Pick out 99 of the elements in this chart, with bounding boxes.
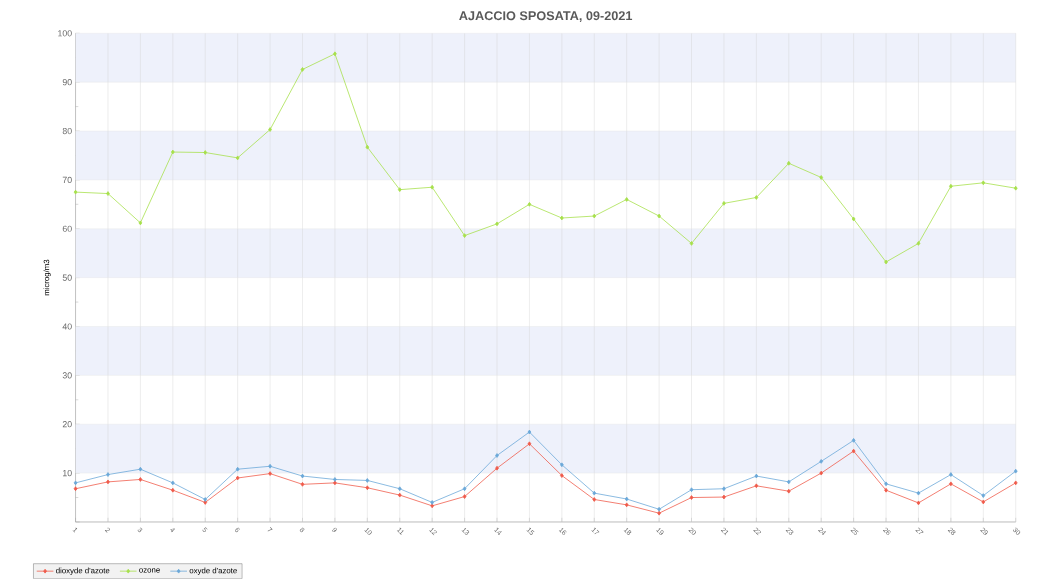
point	[333, 480, 337, 486]
point	[462, 233, 467, 239]
point	[689, 487, 694, 493]
point	[851, 438, 856, 443]
point	[527, 202, 532, 207]
point	[722, 201, 726, 206]
point	[949, 183, 953, 189]
point	[73, 480, 78, 486]
point	[592, 490, 597, 496]
point	[786, 488, 791, 494]
point	[268, 471, 272, 477]
point	[430, 503, 435, 509]
point	[592, 497, 597, 502]
point	[235, 155, 240, 161]
point	[235, 466, 240, 472]
point	[949, 481, 953, 487]
point	[397, 486, 402, 492]
point	[300, 473, 305, 479]
point	[300, 67, 305, 72]
point	[1013, 185, 1018, 191]
point	[754, 473, 759, 479]
point	[527, 429, 532, 435]
point	[884, 259, 888, 265]
point	[73, 189, 78, 195]
y-tick-label: 40	[62, 323, 72, 330]
point	[624, 502, 629, 508]
point	[819, 175, 824, 180]
point	[235, 475, 240, 481]
point	[592, 213, 597, 219]
point	[170, 480, 175, 486]
point	[949, 472, 953, 477]
point	[527, 441, 532, 447]
point	[268, 464, 272, 469]
point	[559, 462, 564, 468]
point	[851, 216, 856, 222]
point	[462, 486, 467, 492]
point	[203, 150, 208, 155]
point	[624, 197, 629, 202]
y-tick-label: 30	[62, 372, 72, 379]
point	[138, 220, 143, 226]
point	[916, 241, 921, 246]
point	[884, 487, 888, 493]
point	[657, 213, 661, 219]
point	[624, 496, 629, 502]
point	[786, 161, 791, 166]
point	[365, 478, 370, 483]
point	[754, 195, 759, 200]
point	[689, 495, 694, 500]
y-tick-label: 90	[62, 79, 72, 86]
point	[981, 499, 986, 505]
point	[397, 492, 402, 498]
point	[138, 466, 143, 472]
point	[559, 215, 564, 221]
point	[73, 486, 78, 492]
point	[722, 494, 726, 500]
point	[170, 487, 175, 493]
point	[333, 477, 337, 482]
point	[981, 493, 986, 498]
point	[559, 473, 564, 478]
point	[106, 191, 110, 196]
point	[462, 494, 467, 499]
point	[657, 510, 661, 516]
point	[170, 149, 175, 155]
point	[884, 481, 888, 487]
y-tick-label: 70	[62, 176, 72, 184]
point	[916, 500, 921, 506]
point	[495, 465, 499, 471]
point	[495, 221, 499, 227]
point	[106, 479, 110, 485]
point	[106, 472, 110, 477]
chart-title: AJACCIO SPOSATA, 09-2021	[459, 11, 633, 23]
point	[689, 241, 694, 246]
point	[495, 453, 499, 458]
point	[786, 479, 791, 485]
point	[430, 500, 435, 505]
point	[657, 507, 661, 512]
point	[333, 51, 337, 57]
point	[365, 144, 370, 150]
point	[722, 486, 726, 492]
y-tick-label: 60	[62, 225, 72, 232]
point	[754, 483, 759, 489]
point	[851, 448, 856, 454]
y-tick-label: 50	[62, 274, 72, 281]
point	[981, 180, 986, 186]
point	[365, 485, 370, 491]
point	[300, 482, 305, 487]
point	[397, 187, 402, 193]
point	[916, 490, 921, 496]
point	[138, 477, 143, 482]
point	[819, 459, 824, 464]
point	[1013, 480, 1018, 486]
y-tick-label: 100	[58, 30, 72, 37]
point	[430, 184, 435, 190]
y-tick-label: 20	[62, 421, 72, 428]
y-tick-label: 10	[63, 470, 72, 477]
point	[1013, 468, 1018, 474]
y-tick-label: 80	[62, 127, 72, 135]
point	[819, 470, 824, 476]
point	[268, 127, 272, 132]
